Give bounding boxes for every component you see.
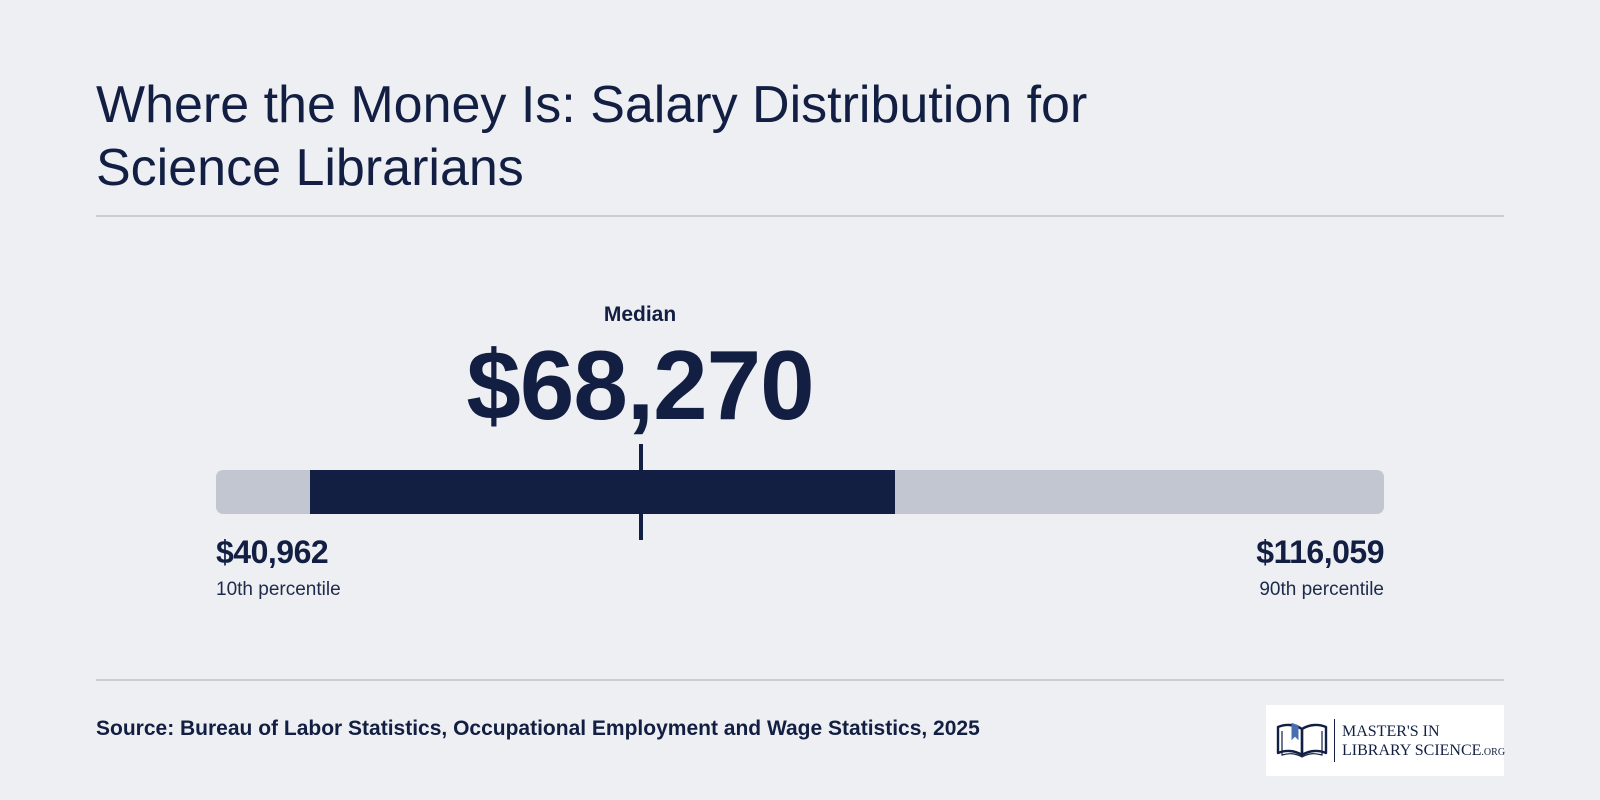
logo-divider <box>1334 719 1335 762</box>
chart-title: Where the Money Is: Salary Distribution … <box>96 76 1088 197</box>
median-value: $68,270 <box>466 330 814 440</box>
logo-text-suffix: .ORG <box>1481 747 1506 758</box>
median-marker <box>638 444 643 540</box>
site-logo[interactable]: MASTER'S IN LIBRARY SCIENCE.ORG <box>1266 705 1505 776</box>
open-book-icon <box>1276 723 1328 758</box>
median-label: Median <box>603 303 677 326</box>
low-percentile-label: 10th percentile <box>216 579 341 600</box>
logo-text-line1: MASTER'S IN <box>1342 723 1440 740</box>
logo-text-line2: LIBRARY SCIENCE.ORG <box>1342 742 1505 762</box>
low-percentile-value: $40,962 <box>216 534 329 570</box>
salary-highlight-bar <box>309 470 895 514</box>
bottom-divider <box>96 679 1504 681</box>
high-percentile-value: $116,059 <box>1256 534 1384 570</box>
source-note: Source: Bureau of Labor Statistics, Occu… <box>96 717 980 740</box>
high-percentile-label: 90th percentile <box>1259 579 1384 600</box>
top-divider <box>96 215 1504 217</box>
logo-text-main: LIBRARY SCIENCE <box>1342 742 1482 759</box>
